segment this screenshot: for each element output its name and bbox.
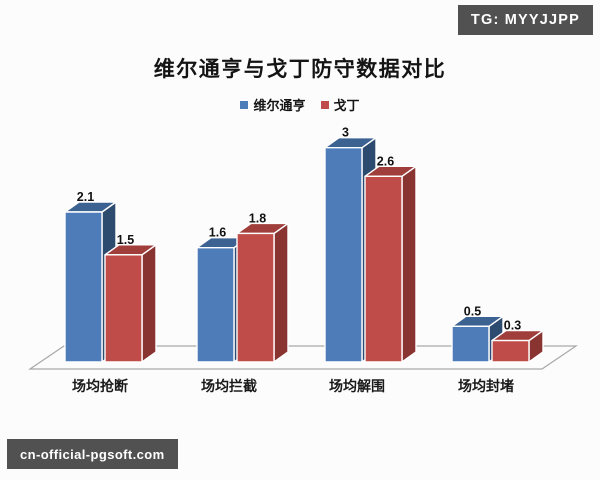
- legend-swatch-red-icon: [320, 100, 329, 109]
- category-axis-label: 场均抢断: [72, 378, 128, 394]
- bar-front-face: [364, 175, 403, 363]
- bar-value-label: 2.1: [77, 190, 94, 204]
- category-axis-label: 场均拦截: [201, 378, 257, 394]
- bar-value-label: 2.6: [377, 154, 394, 168]
- bar-front-face: [104, 254, 143, 363]
- chart-floor: [28, 345, 578, 370]
- bar-front-face: [491, 339, 530, 363]
- bar-front-face: [324, 147, 363, 363]
- bar-front-face: [64, 211, 103, 363]
- site-watermark-badge: cn-official-pgsoft.com: [7, 439, 178, 469]
- bar-front-face: [236, 232, 275, 363]
- bar-value-label: 3: [342, 126, 349, 140]
- bar-value-label: 1.6: [209, 226, 226, 240]
- bar-side-face: [401, 165, 417, 363]
- legend-label-series2: 戈丁: [333, 98, 360, 113]
- legend-item-series2: 戈丁: [320, 95, 360, 114]
- telegram-watermark-badge: TG: MYYJJPP: [457, 5, 593, 35]
- category-axis-label: 场均解围: [329, 378, 385, 394]
- bar-side-face: [273, 222, 289, 363]
- legend-item-series1: 维尔通亨: [240, 95, 306, 114]
- bar-value-label: 0.5: [464, 304, 481, 318]
- category-axis-label: 场均封堵: [458, 378, 514, 394]
- chart-legend: 维尔通亨 戈丁: [0, 95, 600, 114]
- legend-label-series1: 维尔通亨: [253, 98, 306, 113]
- legend-swatch-blue-icon: [240, 100, 249, 109]
- bar-front-face: [451, 325, 490, 363]
- bar-value-label: 1.5: [117, 233, 134, 247]
- bar-side-face: [141, 244, 157, 363]
- chart-title: 维尔通亨与戈丁防守数据对比: [153, 58, 447, 81]
- bar-value-label: 0.3: [504, 319, 521, 333]
- bar-value-label: 1.8: [249, 211, 266, 225]
- bar-front-face: [196, 247, 235, 363]
